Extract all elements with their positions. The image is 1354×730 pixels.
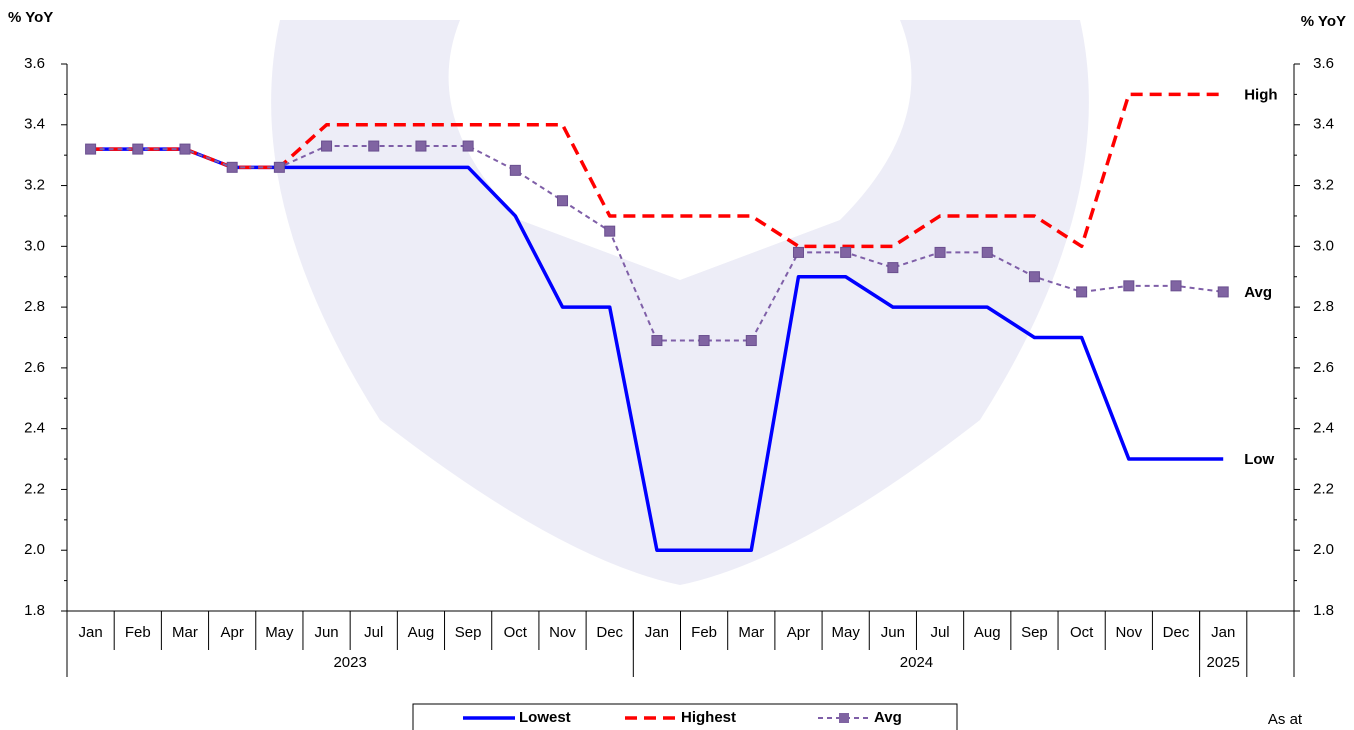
x-tick-label: Jan bbox=[645, 624, 669, 641]
y-tick-label: 2.4 bbox=[24, 420, 45, 437]
y2-tick-label: 2.8 bbox=[1313, 298, 1334, 315]
series-marker bbox=[934, 246, 946, 258]
year-label: 2025 bbox=[1207, 654, 1240, 671]
series-marker bbox=[85, 143, 97, 155]
series-marker bbox=[1076, 286, 1088, 298]
x-tick-label: Dec bbox=[1163, 624, 1190, 641]
end-label: Low bbox=[1244, 451, 1274, 468]
y2-axis-title: % YoY bbox=[1301, 13, 1346, 30]
y2-tick-label: 3.0 bbox=[1313, 237, 1334, 254]
end-label: High bbox=[1244, 86, 1277, 103]
series-marker bbox=[132, 143, 144, 155]
x-tick-label: Nov bbox=[549, 624, 576, 641]
y-tick-label: 2.6 bbox=[24, 359, 45, 376]
series-marker bbox=[509, 164, 521, 176]
year-label: 2023 bbox=[333, 654, 366, 671]
x-tick-label: Nov bbox=[1115, 624, 1142, 641]
series-marker bbox=[604, 225, 616, 237]
x-tick-label: Jul bbox=[930, 624, 949, 641]
end-label: Avg bbox=[1244, 284, 1272, 301]
x-tick-label: Jun bbox=[881, 624, 905, 641]
x-tick-label: Jan bbox=[79, 624, 103, 641]
y-tick-label: 3.0 bbox=[24, 237, 45, 254]
series-marker bbox=[462, 140, 474, 152]
series-marker bbox=[415, 140, 427, 152]
series-marker bbox=[1217, 286, 1229, 298]
x-tick-label: Mar bbox=[172, 624, 198, 641]
x-tick-label: Jun bbox=[314, 624, 338, 641]
x-tick-label: Dec bbox=[596, 624, 623, 641]
y2-tick-label: 2.2 bbox=[1313, 480, 1334, 497]
series-marker bbox=[792, 246, 804, 258]
y-tick-label: 2.2 bbox=[24, 480, 45, 497]
y2-tick-label: 3.2 bbox=[1313, 177, 1334, 194]
y2-tick-label: 1.8 bbox=[1313, 602, 1334, 619]
series-marker bbox=[698, 335, 710, 347]
series-marker bbox=[1028, 271, 1040, 283]
y2-tick-label: 2.0 bbox=[1313, 541, 1334, 558]
x-tick-label: Aug bbox=[974, 624, 1001, 641]
series-marker bbox=[887, 262, 899, 274]
y-tick-label: 3.2 bbox=[24, 177, 45, 194]
x-tick-label: Sep bbox=[455, 624, 482, 641]
series-marker bbox=[745, 335, 757, 347]
series-marker bbox=[273, 161, 285, 173]
series-marker bbox=[1123, 280, 1135, 292]
series-marker bbox=[368, 140, 380, 152]
note: As at bbox=[1268, 711, 1303, 728]
legend-label: Highest bbox=[681, 709, 736, 726]
legend-label: Lowest bbox=[519, 709, 571, 726]
x-tick-label: Jul bbox=[364, 624, 383, 641]
x-tick-label: May bbox=[265, 624, 294, 641]
series-marker bbox=[226, 161, 238, 173]
x-tick-label: Apr bbox=[787, 624, 810, 641]
y-tick-label: 3.4 bbox=[24, 116, 45, 133]
y-axis-title: % YoY bbox=[8, 9, 53, 26]
y-tick-label: 3.6 bbox=[24, 55, 45, 72]
y2-tick-label: 3.4 bbox=[1313, 116, 1334, 133]
x-tick-label: Mar bbox=[738, 624, 764, 641]
x-tick-label: May bbox=[832, 624, 861, 641]
y2-tick-label: 2.4 bbox=[1313, 420, 1334, 437]
x-tick-label: Feb bbox=[125, 624, 151, 641]
y2-tick-label: 3.6 bbox=[1313, 55, 1334, 72]
watermark bbox=[271, 20, 1089, 585]
y-tick-label: 1.8 bbox=[24, 602, 45, 619]
series-marker bbox=[557, 195, 569, 207]
x-tick-label: Feb bbox=[691, 624, 717, 641]
series-marker bbox=[179, 143, 191, 155]
y2-tick-label: 2.6 bbox=[1313, 359, 1334, 376]
y-tick-label: 2.8 bbox=[24, 298, 45, 315]
x-tick-label: Oct bbox=[1070, 624, 1094, 641]
legend-label: Avg bbox=[874, 709, 902, 726]
series-marker bbox=[981, 246, 993, 258]
series-marker bbox=[1170, 280, 1182, 292]
series-marker bbox=[651, 335, 663, 347]
series-marker bbox=[321, 140, 333, 152]
x-tick-label: Oct bbox=[504, 624, 528, 641]
year-label: 2024 bbox=[900, 654, 933, 671]
y-tick-label: 2.0 bbox=[24, 541, 45, 558]
x-tick-label: Aug bbox=[408, 624, 435, 641]
x-tick-label: Sep bbox=[1021, 624, 1048, 641]
x-tick-label: Apr bbox=[221, 624, 244, 641]
x-tick-label: Jan bbox=[1211, 624, 1235, 641]
series-marker bbox=[840, 246, 852, 258]
legend-marker bbox=[839, 713, 849, 723]
